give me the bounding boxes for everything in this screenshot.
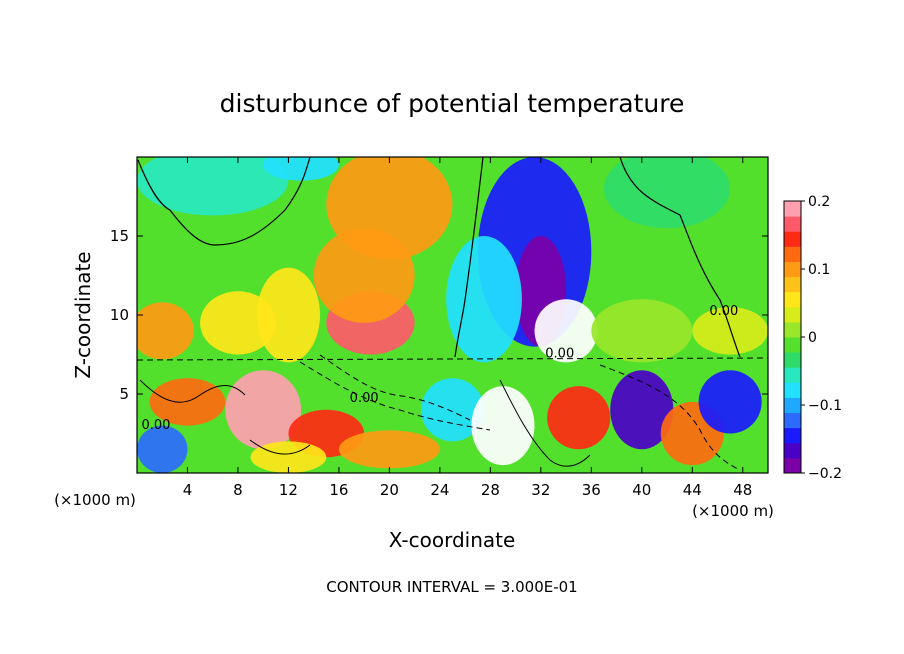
colorbar-swatch [784, 231, 801, 247]
plot-area: 0.00 0.00 0.00 0.00 [137, 157, 768, 473]
field-blob [547, 386, 611, 450]
field-blob [698, 370, 762, 434]
zero-contour-center [454, 157, 484, 358]
dashed-band-1 [137, 357, 768, 361]
x-axis: 4 8 12 16 20 24 28 32 36 40 44 48 [183, 157, 752, 499]
x-unit-label-left: (×1000 m) [54, 491, 136, 509]
solid-lower-1 [139, 379, 246, 403]
colorbar-swatch [784, 201, 801, 217]
y-tick-label: 15 [110, 227, 129, 245]
x-tick-label: 12 [279, 481, 298, 499]
y-tick-label: 10 [110, 306, 129, 324]
field-blob [250, 441, 327, 473]
field-blob [420, 378, 485, 442]
field-blob [338, 430, 440, 469]
solid-lower-3 [249, 439, 311, 455]
colorbar-swatch [784, 216, 801, 232]
colorbar-swatch [784, 261, 801, 278]
colorbar-swatch [784, 367, 801, 383]
field-blob [534, 299, 598, 363]
y-axis: 5 10 15 [110, 227, 768, 403]
zero-contour-right [619, 157, 741, 358]
y-axis-label: Z-coordinate [71, 251, 95, 378]
colorbar-swatch [784, 412, 801, 429]
dashed-band-3 [319, 354, 471, 421]
dashed-band-2 [299, 361, 491, 431]
field-blob [313, 228, 415, 323]
x-tick-label: 8 [233, 481, 243, 499]
field-blob [200, 291, 276, 355]
colorbar-swatch [784, 352, 801, 368]
field-layer [137, 157, 768, 473]
colorbar-tick-label: 0 [808, 330, 817, 346]
contour-layer [137, 157, 768, 471]
field-blob [256, 267, 320, 363]
contour-interval-note: CONTOUR INTERVAL = 3.000E-01 [326, 578, 577, 596]
field-blob [137, 425, 188, 473]
colorbar-tick-label: 0.1 [808, 262, 830, 278]
zero-contour-upper-left [137, 157, 311, 246]
field-blob [149, 378, 226, 426]
chart-title: disturbunce of potential temperature [220, 89, 685, 118]
y-tick-label: 5 [119, 385, 129, 403]
field-blob [137, 302, 194, 360]
field-blob [603, 157, 731, 229]
field-blob [471, 386, 535, 466]
field-blob [692, 307, 768, 355]
colorbar-tick-label: 0.2 [808, 194, 830, 210]
field-blob [263, 157, 339, 181]
x-tick-label: 4 [183, 481, 193, 499]
colorbar-tick-label: −0.1 [808, 398, 842, 414]
x-tick-label: 48 [733, 481, 752, 499]
field-blob [446, 236, 522, 363]
x-tick-label: 16 [329, 481, 348, 499]
field-blob [137, 157, 289, 216]
contour-label: 0.00 [709, 304, 738, 319]
x-tick-label: 28 [481, 481, 500, 499]
field-blob [591, 299, 693, 363]
colorbar-swatch [784, 457, 801, 474]
colorbar-tick-label: −0.2 [808, 466, 842, 482]
colorbar-swatch [784, 442, 801, 459]
contour-label: 0.00 [141, 418, 170, 433]
contour-label-layer: 0.00 0.00 0.00 0.00 [141, 304, 738, 433]
colorbar-swatch [784, 382, 801, 398]
colorbar-swatch [784, 276, 801, 293]
colorbar-swatch [784, 397, 801, 414]
colorbar: 0.2 0.1 0 −0.1 −0.2 [783, 194, 842, 482]
solid-lower-2 [499, 379, 591, 467]
x-axis-label: X-coordinate [389, 528, 516, 552]
colorbar-swatch [784, 337, 801, 353]
colorbar-swatch [784, 306, 801, 323]
field-blob [225, 370, 302, 450]
x-tick-label: 44 [683, 481, 702, 499]
colorbar-swatch [784, 291, 801, 308]
x-tick-label: 40 [632, 481, 651, 499]
contour-label: 0.00 [350, 391, 379, 406]
x-tick-label: 36 [582, 481, 601, 499]
colorbar-swatch [784, 246, 801, 262]
colorbar-swatch [784, 427, 801, 444]
x-tick-label: 20 [380, 481, 399, 499]
x-unit-label-right: (×1000 m) [692, 502, 774, 520]
contour-label: 0.00 [545, 347, 574, 362]
x-tick-label: 32 [531, 481, 550, 499]
x-tick-label: 24 [430, 481, 449, 499]
dashed-band-4 [599, 364, 741, 471]
colorbar-swatch [784, 321, 801, 338]
